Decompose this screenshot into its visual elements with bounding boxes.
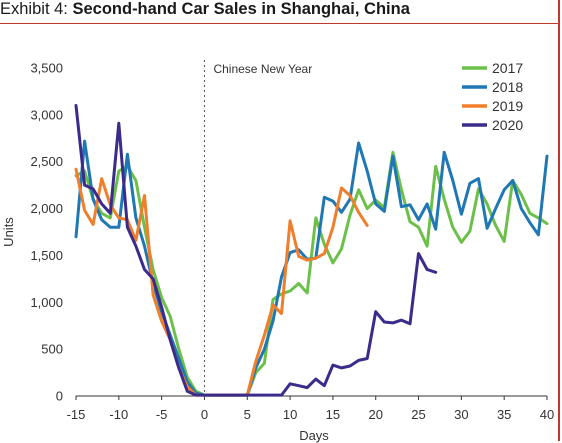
x-tick-label: 20 [368,407,382,422]
x-tick-label: 10 [283,407,297,422]
legend-label-2018: 2018 [492,79,523,95]
chart-title: Second-hand Car Sales in Shanghai, China [72,0,410,18]
x-tick-label: 15 [326,407,340,422]
x-tick-label: 40 [540,407,554,422]
series-line-2017 [74,150,549,397]
legend-label-2020: 2020 [492,117,523,133]
x-tick-label: 5 [244,407,251,422]
exhibit-prefix: Exhibit 4: [0,0,73,18]
series-line-2020 [74,104,438,397]
x-tick-label: 25 [411,407,425,422]
x-tick-label: -5 [156,407,168,422]
y-tick-label: 3,500 [30,61,63,76]
x-tick-label: -15 [67,407,86,422]
x-tick-label: 0 [201,407,208,422]
legend-label-2019: 2019 [492,98,523,114]
y-tick-label: 1,500 [30,248,63,263]
y-tick-label: 3,000 [30,107,63,122]
x-tick-label: -10 [109,407,128,422]
y-tick-label: 1,000 [30,295,63,310]
title-rule [0,23,560,24]
exhibit-title: Exhibit 4: Second-hand Car Sales in Shan… [0,0,410,19]
y-axis-label: Units [1,217,16,247]
y-tick-label: 2,000 [30,201,63,216]
y-tick-label: 2,500 [30,154,63,169]
chinese-new-year-label: Chinese New Year [213,62,312,76]
y-tick-label: 500 [41,342,63,357]
y-tick-label: 0 [56,389,63,404]
x-axis-label: Days [299,428,329,443]
x-tick-label: 30 [454,407,468,422]
x-tick-label: 35 [497,407,511,422]
legend-label-2017: 2017 [492,60,523,76]
